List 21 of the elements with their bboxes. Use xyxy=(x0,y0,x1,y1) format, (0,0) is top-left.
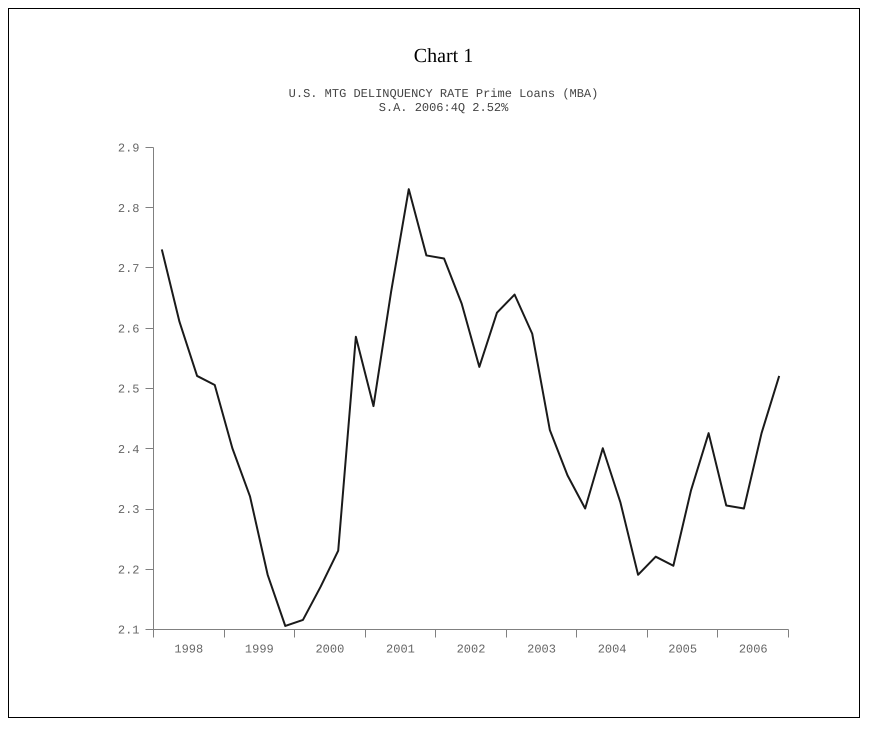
x-tick-label: 2006 xyxy=(738,642,768,656)
x-tick-label: 2004 xyxy=(598,642,627,656)
y-tick-label: 2.6 xyxy=(118,322,140,336)
y-tick-label: 2.4 xyxy=(118,442,140,457)
y-tick-label: 2.3 xyxy=(118,503,140,517)
x-tick-label: 2001 xyxy=(386,642,415,656)
y-tick-label: 2.5 xyxy=(118,382,140,396)
x-tick-label: 2003 xyxy=(527,642,556,656)
y-tick-label: 2.1 xyxy=(118,624,140,638)
x-tick-label: 1999 xyxy=(244,642,274,656)
x-tick-label: 2005 xyxy=(668,642,698,656)
y-tick-label: 2.9 xyxy=(118,142,140,156)
y-tick-label: 2.8 xyxy=(118,202,140,216)
x-tick-label: 2002 xyxy=(456,642,486,656)
x-tick-label: 2000 xyxy=(315,642,344,656)
line-series xyxy=(160,188,780,627)
chart-title: Chart 1 xyxy=(414,45,474,67)
y-tick-label: 2.7 xyxy=(118,262,140,276)
y-tick-label: 2.2 xyxy=(118,563,140,578)
x-tick-label: 1998 xyxy=(174,642,204,656)
chart-subtitle: U.S. MTG DELINQUENCY RATE Prime Loans (MBA) S.A. 2006:4Q 2.52% xyxy=(288,87,598,115)
